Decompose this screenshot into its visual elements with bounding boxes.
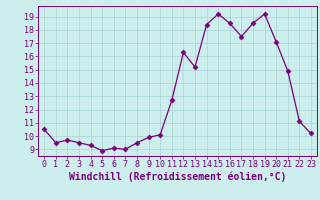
X-axis label: Windchill (Refroidissement éolien,°C): Windchill (Refroidissement éolien,°C) xyxy=(69,172,286,182)
